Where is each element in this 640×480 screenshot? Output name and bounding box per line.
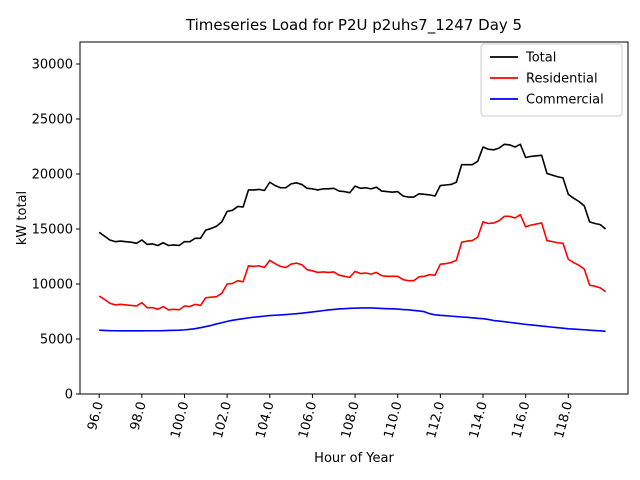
x-tick-label: 116.0 [509,400,533,440]
x-tick-label: 106.0 [296,400,320,440]
chart-title: Timeseries Load for P2U p2uhs7_1247 Day … [185,16,522,35]
x-tick-label: 96.0 [85,400,107,432]
x-tick-label: 110.0 [381,400,405,440]
y-tick-label: 0 [65,388,73,403]
y-tick-label: 30000 [32,58,73,73]
y-tick-label: 20000 [32,168,73,183]
y-tick-label: 15000 [32,223,73,238]
x-tick-label: 98.0 [128,400,150,432]
x-tick-label: 100.0 [168,400,192,440]
y-tick-label: 25000 [32,113,73,128]
x-tick-label: 102.0 [211,400,235,440]
x-tick-label: 104.0 [254,400,278,440]
x-tick-label: 112.0 [424,400,448,440]
y-tick-label: 10000 [32,278,73,293]
legend: Total Residential Commercial [480,43,623,117]
plot-frame [79,41,629,395]
y-axis-label: kW total [15,191,30,245]
series-line-total [98,143,607,247]
x-axis: 96.0 98.0 100.0 102.0 104.0 106.0 108.0 110.0 11… [85,394,576,440]
x-axis-label: Hour of Year [314,451,394,466]
x-tick-label: 114.0 [467,400,491,440]
legend-label-commercial: Commercial [526,93,604,108]
series-lines [98,143,607,333]
legend-box [480,43,623,117]
series-line-commercial [99,307,606,333]
y-axis: 0 5000 10000 15000 20000 25000 30000 [32,58,80,403]
legend-label-total: Total [525,51,556,66]
x-tick-label: 108.0 [339,400,363,440]
legend-label-residential: Residential [526,72,598,87]
x-tick-label: 118.0 [552,400,576,440]
y-tick-label: 5000 [40,333,73,348]
series-line-residential [98,213,607,311]
